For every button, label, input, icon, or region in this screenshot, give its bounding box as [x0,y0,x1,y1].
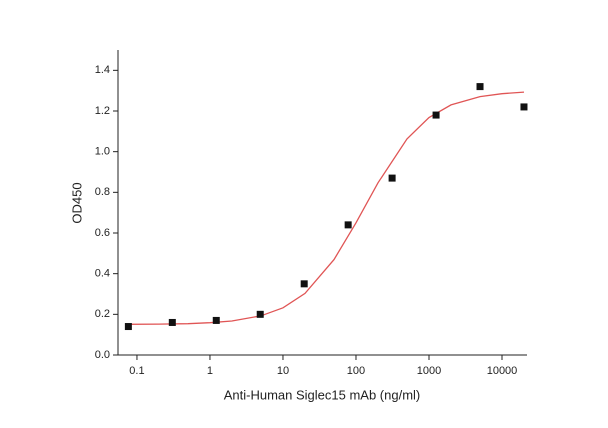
data-point [476,83,484,91]
y-tick-label: 1.2 [95,105,110,117]
y-tick-label: 0.4 [95,268,110,280]
x-tick-label: 0.1 [129,365,144,377]
data-point [256,310,264,318]
x-tick-label: 1 [207,365,213,377]
x-tick-label: 10 [277,365,289,377]
data-point [520,103,528,111]
x-tick-label: 1000 [417,365,441,377]
y-tick-label: 0.2 [95,308,110,320]
data-point [300,280,308,288]
y-tick-label: 0.6 [95,227,110,239]
data-point [344,221,352,229]
data-point [124,323,132,331]
fit-curve [125,91,525,325]
x-tick-label: 100 [347,365,365,377]
y-tick-label: 0.8 [95,186,110,198]
data-point [432,111,440,119]
data-point [212,316,220,324]
data-point [388,174,396,182]
y-tick-label: 1.4 [95,64,110,76]
data-point [168,318,176,326]
y-tick-label: 0.0 [95,349,110,361]
y-tick-label: 1.0 [95,146,110,158]
x-tick-label: 10000 [487,365,518,377]
x-axis-label: Anti-Human Siglec15 mAb (ng/ml) [224,387,421,402]
y-axis-label: OD450 [69,182,84,223]
